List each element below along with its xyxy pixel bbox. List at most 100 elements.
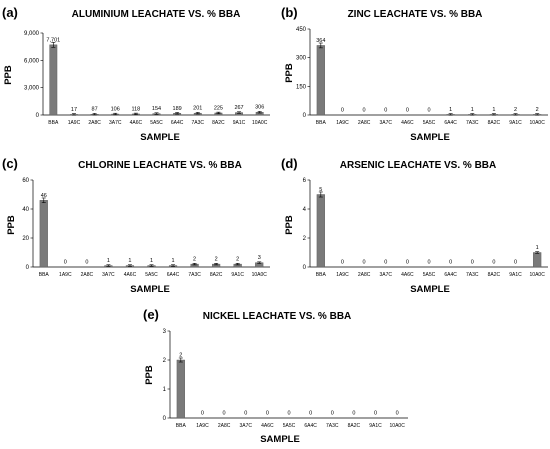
data-label: 1 <box>150 258 153 264</box>
category-label: 4A6C <box>401 120 414 126</box>
y-tick-label: 0 <box>26 265 30 271</box>
data-label: 1 <box>449 107 452 113</box>
data-label: 267 <box>234 105 243 111</box>
category-label: 8A2C <box>488 272 501 278</box>
category-label: 3A7C <box>109 120 122 126</box>
data-label: 0 <box>384 108 387 114</box>
data-label: 0 <box>331 411 334 417</box>
panel-label: (c) <box>2 156 18 171</box>
category-label: 4A6C <box>130 120 143 126</box>
y-tick-label: 300 <box>296 56 307 62</box>
x-axis-title: SAMPLE <box>260 434 300 445</box>
y-tick-label: 1 <box>163 387 167 393</box>
category-label: 4A6C <box>124 272 137 278</box>
category-label: BBA <box>316 120 327 126</box>
y-tick-label: 0 <box>163 416 167 422</box>
panel-label: (a) <box>2 5 18 20</box>
y-tick-label: 9,000 <box>24 31 40 37</box>
y-tick-label: 2 <box>303 236 307 242</box>
data-label: 0 <box>341 260 344 266</box>
category-label: BBA <box>316 272 327 278</box>
category-label: BBA <box>48 120 59 126</box>
data-label: 0 <box>266 411 269 417</box>
category-label: 1A9C <box>68 120 81 126</box>
category-label: 6A4C <box>167 272 180 278</box>
category-label: 2A8C <box>88 120 101 126</box>
bar <box>533 252 542 268</box>
y-tick-label: 20 <box>22 236 29 242</box>
y-axis-title: PPB <box>144 365 155 385</box>
chart-panel: (b) ZINC LEACHATE VS. % BBA 0 150 300 450 SAMP… <box>281 5 548 143</box>
bar <box>176 359 185 419</box>
y-tick-label: 4 <box>303 207 307 213</box>
category-label: 8A2C <box>212 120 225 126</box>
x-axis-title: SAMPLE <box>410 284 450 295</box>
data-label: 2 <box>536 107 539 113</box>
data-label: 1 <box>536 245 539 251</box>
data-label: 0 <box>341 108 344 114</box>
chart-title: ZINC LEACHATE VS. % BBA <box>348 9 483 20</box>
y-tick-label: 3,000 <box>24 86 40 92</box>
data-label: 2 <box>179 353 182 359</box>
data-label: 0 <box>287 411 290 417</box>
y-tick-label: 2 <box>163 358 167 364</box>
category-label: 5A5C <box>423 272 436 278</box>
data-label: 2 <box>215 257 218 263</box>
y-tick-label: 6 <box>303 178 307 184</box>
category-label: 1A9C <box>196 423 209 429</box>
data-label: 0 <box>244 411 247 417</box>
chart-title: CHLORINE LEACHATE VS. % BBA <box>78 160 242 171</box>
data-label: 154 <box>152 106 161 112</box>
bar <box>316 45 325 116</box>
category-label: 1A9C <box>336 272 349 278</box>
category-label: 3A7C <box>102 272 115 278</box>
data-label: 0 <box>492 260 495 266</box>
category-label: 3A7C <box>379 272 392 278</box>
x-axis-title: SAMPLE <box>130 284 170 295</box>
data-label: 364 <box>316 38 325 44</box>
bar <box>49 44 58 116</box>
category-label: 4A6C <box>261 423 274 429</box>
panel-label: (b) <box>281 5 298 20</box>
data-label: 0 <box>352 411 355 417</box>
category-label: 8A2C <box>488 120 501 126</box>
category-label: 8A2C <box>348 423 361 429</box>
category-label: 10A0C <box>390 423 406 429</box>
y-tick-label: 0 <box>303 113 307 119</box>
data-label: 1 <box>492 107 495 113</box>
y-tick-label: 0 <box>303 265 307 271</box>
category-label: 6A4C <box>444 120 457 126</box>
category-label: 2A8C <box>218 423 231 429</box>
category-label: 8A2C <box>210 272 223 278</box>
data-label: 2 <box>514 107 517 113</box>
chart-title: ALUMINIUM LEACHATE VS. % BBA <box>72 9 241 20</box>
chart-panel: (a) ALUMINIUM LEACHATE VS. % BBA 0 3,000 6,0… <box>2 5 270 143</box>
category-label: 10A0C <box>530 272 546 278</box>
y-axis-title: PPB <box>3 65 14 85</box>
category-label: 1A9C <box>59 272 72 278</box>
y-axis-title: PPB <box>284 63 295 83</box>
data-label: 118 <box>131 106 140 112</box>
category-label: 10A0C <box>252 272 268 278</box>
y-axis-title: PPB <box>284 215 295 235</box>
category-label: 5A5C <box>423 120 436 126</box>
category-label: 2A8C <box>358 120 371 126</box>
data-label: 0 <box>64 260 67 266</box>
chart-panel: (d) ARSENIC LEACHATE VS. % BBA 0 2 4 6 SAMPLE P… <box>281 156 548 295</box>
data-label: 0 <box>406 108 409 114</box>
data-label: 0 <box>449 260 452 266</box>
category-label: 7A3C <box>326 423 339 429</box>
data-label: 306 <box>255 105 264 111</box>
category-label: 3A7C <box>239 423 252 429</box>
data-label: 87 <box>92 107 98 113</box>
data-label: 0 <box>223 411 226 417</box>
category-label: 6A4C <box>171 120 184 126</box>
category-label: 4A6C <box>401 272 414 278</box>
y-tick-label: 150 <box>296 84 307 90</box>
category-label: 7A3C <box>192 120 205 126</box>
chart-panel: (c) CHLORINE LEACHATE VS. % BBA0204060SAM… <box>2 156 270 295</box>
category-label: 2A8C <box>81 272 94 278</box>
data-label: 0 <box>201 411 204 417</box>
x-axis-title: SAMPLE <box>140 132 180 143</box>
category-label: 9A1C <box>369 423 382 429</box>
